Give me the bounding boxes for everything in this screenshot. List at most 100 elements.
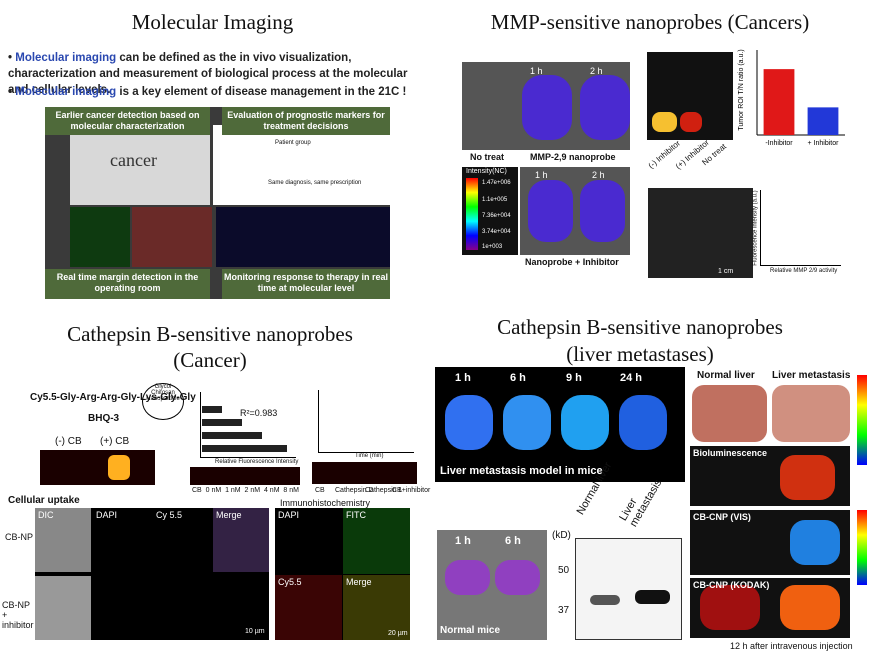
label: CB 0 nM 1 nM 2 nM 4 nM 8 nM <box>192 487 299 494</box>
label: BHQ-3 <box>88 413 120 424</box>
signal <box>108 455 130 480</box>
caption: Monitoring response to therapy in real t… <box>222 269 390 299</box>
hbar <box>202 445 287 452</box>
hbar <box>202 432 262 439</box>
panel-title: Cathepsin B-sensitive nanoprobes <box>497 315 783 339</box>
hbar <box>202 406 222 413</box>
colorbar <box>857 510 867 585</box>
diagram-text: Same diagnosis, same prescription <box>268 180 362 186</box>
row-label: CB-NP + inhibitor <box>2 600 34 630</box>
bar <box>807 107 839 135</box>
column-label: Liver metastasis <box>772 370 851 381</box>
bullet: • Molecular imaging can be defined as th… <box>8 52 408 96</box>
label: No treat <box>470 152 505 162</box>
column-label: DAPI <box>96 510 118 520</box>
micrograph <box>343 575 410 640</box>
row-label: CB-NP <box>5 532 34 542</box>
time-label: 9 h <box>566 372 582 384</box>
time-label: 6 h <box>505 535 521 547</box>
colorbar-title: Intensity(NC) <box>466 168 507 175</box>
line-plot <box>318 390 414 453</box>
diagram-text: Patient group <box>275 140 311 146</box>
photo <box>190 467 300 485</box>
label: CB <box>315 487 325 494</box>
colorbar-label: 3.74e+004 <box>482 229 511 235</box>
panel-label: FITC <box>346 510 366 520</box>
label: R²=0.983 <box>240 408 278 418</box>
mouse-signal <box>580 75 630 140</box>
mouse-signal <box>503 395 551 450</box>
highlight: Molecular imaging <box>15 52 117 64</box>
signal <box>780 455 835 500</box>
blot <box>575 538 682 640</box>
micrograph <box>343 508 410 574</box>
label: Relative MMP 2/9 activity <box>770 268 838 274</box>
colorbar-label: 7.36e+004 <box>482 213 511 219</box>
band <box>635 590 670 604</box>
organ <box>772 385 850 442</box>
row-label: CB-CNP (VIS) <box>693 512 751 522</box>
photo <box>70 207 130 267</box>
organ <box>680 112 702 132</box>
label: Fluorescence intensity (a.u.) <box>752 190 759 266</box>
mouse-signal <box>445 560 490 595</box>
micrograph <box>213 508 269 572</box>
caption: Liver metastasis model in mice <box>440 465 603 477</box>
column-label: Cy 5.5 <box>156 510 183 520</box>
section-title: Immunohistochemistry <box>280 498 371 508</box>
photo-text: cancer <box>110 150 157 170</box>
panel-title: MMP-sensitive nanoprobes (Cancers) <box>490 10 810 34</box>
scale-label: 10 µm <box>245 628 265 635</box>
column-label: Merge <box>216 510 242 520</box>
organ <box>652 112 677 132</box>
caption: Earlier cancer detection based on molecu… <box>45 107 210 135</box>
marker-label: 50 <box>558 565 570 576</box>
photo <box>648 188 753 278</box>
label: MMP-2,9 nanoprobe <box>530 152 616 162</box>
label: 2 h <box>592 170 605 180</box>
caption: Normal mice <box>440 625 501 636</box>
label: CB+inhibitor <box>392 487 431 494</box>
bar-chart: Tumor ROI T/N ratio (a.u.) -Inhibitor + I… <box>738 49 845 147</box>
micrograph <box>35 508 91 572</box>
colorbar <box>466 178 478 250</box>
time-label: 24 h <box>620 372 643 384</box>
label: 1 cm <box>718 268 734 275</box>
label: Relative Fluorescence Intensity <box>215 459 299 465</box>
photo <box>132 207 212 267</box>
colorbar <box>857 375 867 465</box>
label: Cathepsin D <box>335 487 374 494</box>
caption: Evaluation of prognostic markers for tre… <box>222 107 390 135</box>
panel-label: DAPI <box>278 510 300 520</box>
label: (-) CB <box>55 436 82 447</box>
row-label: Bioluminescence <box>693 448 768 458</box>
x-tick-label: -Inhibitor <box>765 140 793 147</box>
mouse-signal <box>561 395 609 450</box>
time-label: 6 h <box>510 372 526 384</box>
panel-title: (Cancer) <box>173 348 247 372</box>
mouse-signal <box>580 180 625 242</box>
scale-label: 20 µm <box>388 630 408 637</box>
signal <box>780 585 840 630</box>
mouse-signal <box>495 560 540 595</box>
colorbar-label: 1.47e+006 <box>482 180 511 186</box>
bullet-text: is a key element of disease management i… <box>119 86 407 98</box>
label: 1 h <box>535 170 548 180</box>
marker-label: 37 <box>558 605 570 616</box>
label: Time (min) <box>355 453 384 459</box>
bar <box>763 69 795 135</box>
photo <box>216 207 390 267</box>
signal <box>700 585 760 630</box>
time-label: 1 h <box>455 372 471 384</box>
label: Nanoprobe + Inhibitor <box>525 257 619 267</box>
column-label: Normal liver <box>697 370 755 381</box>
photo <box>312 462 417 484</box>
label: 2 h <box>590 66 603 76</box>
hbar-plot <box>200 392 296 458</box>
highlight: Molecular imaging <box>15 86 117 98</box>
caption: Real time margin detection in the operat… <box>45 269 210 299</box>
label: Glycol Chitosan Nanoparticle <box>142 383 184 420</box>
y-axis-label: Tumor ROI T/N ratio (a.u.) <box>738 49 745 130</box>
panel-title: Molecular Imaging <box>131 10 294 34</box>
band <box>590 595 620 605</box>
